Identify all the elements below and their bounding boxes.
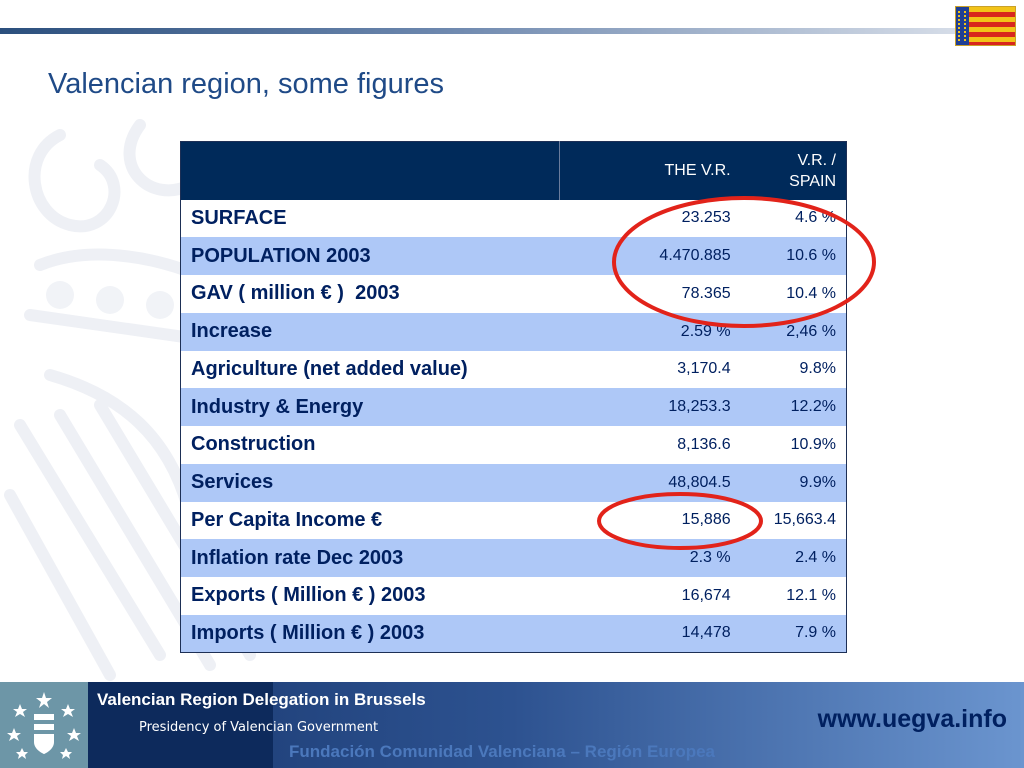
top-rule xyxy=(0,28,960,34)
footer-heading: Valencian Region Delegation in Brussels xyxy=(97,690,426,709)
header-label-cell xyxy=(180,141,560,200)
table-row: GAV ( million € ) 2003 78.365 10.4 % xyxy=(180,275,847,313)
header-ratio: V.R. / SPAIN xyxy=(740,141,847,200)
row-ratio-value: 10.4 % xyxy=(740,275,847,313)
footer-dark-strip xyxy=(88,682,273,768)
valencian-flag-icon xyxy=(955,6,1016,46)
row-label: Per Capita Income € xyxy=(180,501,560,540)
row-ratio-value: 10.6 % xyxy=(740,237,847,275)
footer-bar xyxy=(0,682,1024,768)
row-vr-value: 18,253.3 xyxy=(559,388,741,426)
header-ratio-line1: V.R. / xyxy=(797,151,836,169)
row-ratio-value: 12.2% xyxy=(740,388,847,426)
table-row: Services 48,804.5 9.9% xyxy=(180,463,847,502)
footer-url-link[interactable]: www.uegva.info xyxy=(817,705,1007,733)
row-ratio-value: 7.9 % xyxy=(740,614,847,653)
table-row: Agriculture (net added value) 3,170.4 9.8% xyxy=(180,350,847,389)
table-row: Per Capita Income €15,886 15,663.4 xyxy=(180,501,847,540)
row-vr-value: 8,136.6 xyxy=(559,426,741,464)
footer-logo-box xyxy=(0,682,88,768)
row-vr-value: 15,886 xyxy=(559,501,741,540)
row-label: Industry & Energy xyxy=(180,388,560,426)
figures-table: THE V.R. V.R. / SPAIN SURFACE 23.253 4.6 % … xyxy=(180,141,847,653)
row-label: Increase xyxy=(180,312,560,351)
row-ratio-value: 15,663.4 xyxy=(740,501,847,540)
row-ratio-value: 10.9% xyxy=(740,426,847,464)
table-row: Industry & Energy 18,253.3 12.2% xyxy=(180,388,847,426)
header-vr-label: THE V.R. xyxy=(664,162,731,180)
row-vr-value: 14,478 xyxy=(559,614,741,653)
row-ratio-value: 2.4 % xyxy=(740,539,847,577)
table-header-row: THE V.R. V.R. / SPAIN xyxy=(180,141,847,200)
table-row: Construction 8,136.6 10.9% xyxy=(180,426,847,464)
crest-watermark-icon xyxy=(4,119,256,681)
table-row: POPULATION 2003 4.470.885 10.6 % xyxy=(180,237,847,275)
row-vr-value: 23.253 xyxy=(559,199,741,238)
table-row: Imports ( Million € ) 2003 14,478 7.9 % xyxy=(180,614,847,653)
table-row: Inflation rate Dec 2003 2.3 % 2.4 % xyxy=(180,539,847,577)
row-label: Inflation rate Dec 2003 xyxy=(180,539,560,577)
table-row: SURFACE 23.253 4.6 % xyxy=(180,199,847,238)
footer-foundation-text: Fundación Comunidad Valenciana – Región … xyxy=(289,742,716,761)
row-ratio-value: 4.6 % xyxy=(740,199,847,238)
row-vr-value: 48,804.5 xyxy=(559,463,741,502)
header-ratio-line2: SPAIN xyxy=(789,172,836,190)
row-ratio-value: 2,46 % xyxy=(740,312,847,351)
row-label: Construction xyxy=(180,426,560,464)
row-vr-value: 4.470.885 xyxy=(559,237,741,275)
row-label: Imports ( Million € ) 2003 xyxy=(180,614,560,653)
row-label: Exports ( Million € ) 2003 xyxy=(180,577,560,615)
row-ratio-value: 9.8% xyxy=(740,350,847,389)
row-label: POPULATION 2003 xyxy=(180,237,560,275)
slide-title: Valencian region, some figures xyxy=(48,68,445,100)
row-label: GAV ( million € ) 2003 xyxy=(180,275,560,313)
row-vr-value: 16,674 xyxy=(559,577,741,615)
table-row: Exports ( Million € ) 2003 16,674 12.1 % xyxy=(180,577,847,615)
flag-blue-band xyxy=(956,7,969,45)
row-vr-value: 2.3 % xyxy=(559,539,741,577)
row-vr-value: 2.59 % xyxy=(559,312,741,351)
row-vr-value: 3,170.4 xyxy=(559,350,741,389)
row-label: Services xyxy=(180,463,560,502)
row-vr-value: 78.365 xyxy=(559,275,741,313)
row-label: Agriculture (net added value) xyxy=(180,350,560,389)
row-ratio-value: 9.9% xyxy=(740,463,847,502)
row-label: SURFACE xyxy=(180,199,560,238)
table-row: Increase 2.59 % 2,46 % xyxy=(180,312,847,351)
header-vr: THE V.R. xyxy=(559,141,741,200)
row-ratio-value: 12.1 % xyxy=(740,577,847,615)
footer-subheading: Presidency of Valencian Government xyxy=(139,720,379,735)
generalitat-emblem-icon xyxy=(7,692,81,759)
